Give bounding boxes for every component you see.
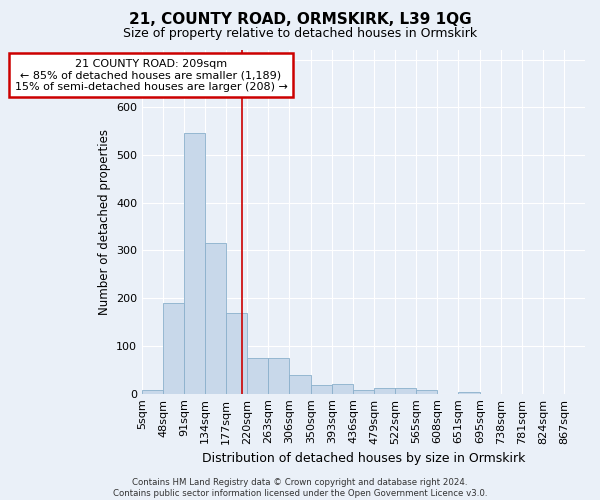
Bar	[226, 314, 247, 394]
Bar	[353, 390, 374, 394]
Bar	[163, 303, 184, 394]
Bar	[142, 390, 163, 394]
Bar	[268, 358, 289, 394]
Bar	[311, 385, 332, 394]
X-axis label: Distribution of detached houses by size in Ormskirk: Distribution of detached houses by size …	[202, 452, 525, 465]
Bar	[184, 132, 205, 394]
Y-axis label: Number of detached properties: Number of detached properties	[98, 129, 110, 315]
Text: Size of property relative to detached houses in Ormskirk: Size of property relative to detached ho…	[123, 28, 477, 40]
Bar	[247, 358, 268, 394]
Bar	[395, 388, 416, 394]
Bar	[205, 244, 226, 394]
Bar	[374, 388, 395, 394]
Bar	[332, 384, 353, 394]
Bar	[416, 390, 437, 394]
Bar	[289, 374, 311, 394]
Bar	[458, 392, 480, 394]
Text: 21, COUNTY ROAD, ORMSKIRK, L39 1QG: 21, COUNTY ROAD, ORMSKIRK, L39 1QG	[128, 12, 472, 28]
Text: Contains HM Land Registry data © Crown copyright and database right 2024.
Contai: Contains HM Land Registry data © Crown c…	[113, 478, 487, 498]
Text: 21 COUNTY ROAD: 209sqm
← 85% of detached houses are smaller (1,189)
15% of semi-: 21 COUNTY ROAD: 209sqm ← 85% of detached…	[14, 58, 287, 92]
